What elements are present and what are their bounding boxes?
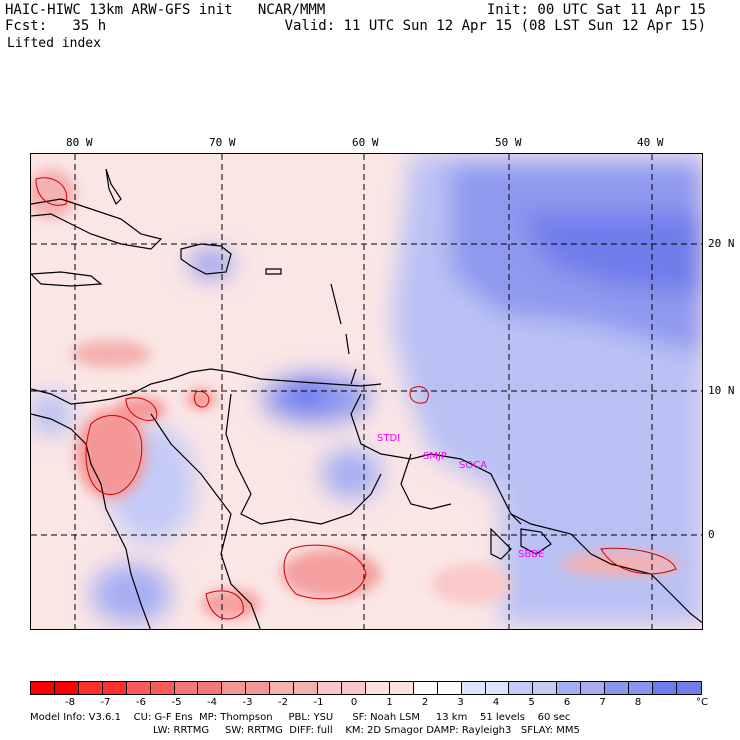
lat-label-10n: 10 N <box>708 384 735 397</box>
colorbar-bin <box>509 682 534 694</box>
forecast-hour: Fcst: 35 h <box>5 18 107 34</box>
colorbar-tick-label: 3 <box>457 697 464 708</box>
init-time: Init: 00 UTC Sat 11 Apr 15 <box>486 2 706 18</box>
colorbar-bin <box>54 682 79 694</box>
colorbar-bin <box>365 682 390 694</box>
colorbar-bin <box>126 682 151 694</box>
colorbar-tick-label: -2 <box>278 697 288 708</box>
colorbar-bin <box>198 682 223 694</box>
colorbar-tick-label: 6 <box>563 697 571 708</box>
lifted-index-map: STDI SMJP SOCA SBBE <box>30 153 703 630</box>
colorbar-tick-label: -6 <box>136 697 146 708</box>
colorbar-bin <box>174 682 199 694</box>
colorbar-bin <box>629 682 653 694</box>
colorbar-tick-label: 7 <box>599 697 606 708</box>
colorbar-bin <box>341 682 366 694</box>
colorbar-bin <box>102 682 127 694</box>
colorbar-bin <box>31 682 55 694</box>
lon-label-70w: 70 W <box>209 136 236 149</box>
colorbar-bin <box>270 682 295 694</box>
stable-shading <box>31 154 702 624</box>
colorbar-bin <box>437 682 462 694</box>
colorbar-tick-label: -7 <box>100 697 111 708</box>
lat-lon-grid <box>31 154 702 629</box>
colorbar-tick-label: 8 <box>634 697 642 708</box>
colorbar <box>30 681 702 695</box>
coastlines <box>31 168 702 629</box>
colorbar-bin <box>389 682 414 694</box>
colorbar-tick-label: -8 <box>65 697 75 708</box>
colorbar-tick-label: 1 <box>386 697 393 708</box>
field-name: Lifted index <box>7 36 101 51</box>
colorbar-bin <box>150 682 175 694</box>
colorbar-tick-label: 0 <box>350 697 358 708</box>
colorbar-unit: °C <box>696 697 708 708</box>
colorbar-bin <box>294 682 319 694</box>
lon-label-40w: 40 W <box>637 136 664 149</box>
lon-label-80w: 80 W <box>66 136 93 149</box>
colorbar-bin <box>413 682 438 694</box>
map-canvas: STDI SMJP SOCA SBBE <box>31 154 702 629</box>
station-soca: SOCA <box>459 460 487 471</box>
colorbar-tick-label: 5 <box>528 697 535 708</box>
model-title: HAIC-HIWC 13km ARW-GFS init NCAR/MMM <box>5 2 326 18</box>
colorbar-bin <box>246 682 271 694</box>
lat-label-20n: 20 N <box>708 237 735 250</box>
station-sbbe: SBBE <box>518 549 544 560</box>
colorbar-bin <box>652 682 677 694</box>
colorbar-bin <box>222 682 247 694</box>
lat-label-0: 0 <box>708 528 715 541</box>
colorbar-tick-label: -3 <box>242 697 253 708</box>
lon-label-60w: 60 W <box>352 136 379 149</box>
footer-physics: LW: RRTMG SW: RRTMG DIFF: full KM: 2D Sm… <box>153 725 580 736</box>
colorbar-tick-label: 4 <box>492 697 500 708</box>
colorbar-tick-label: -5 <box>171 697 182 708</box>
lon-label-50w: 50 W <box>495 136 522 149</box>
station-smjp: SMJP <box>423 451 447 462</box>
colorbar-bin <box>557 682 582 694</box>
colorbar-bin <box>581 682 606 694</box>
colorbar-bin <box>533 682 558 694</box>
colorbar-tick-label: 2 <box>421 697 429 708</box>
colorbar-bin <box>605 682 630 694</box>
valid-time: Valid: 11 UTC Sun 12 Apr 15 (08 LST Sun … <box>284 18 706 34</box>
colorbar-bin <box>461 682 486 694</box>
colorbar-bin <box>78 682 103 694</box>
colorbar-bin <box>485 682 510 694</box>
colorbar-bin <box>318 682 342 694</box>
colorbar-tick-label: -4 <box>207 697 217 708</box>
instability-contours <box>35 177 677 620</box>
unstable-shading <box>31 169 681 619</box>
station-markers: STDI SMJP SOCA SBBE <box>377 433 544 560</box>
footer-model-info: Model Info: V3.6.1 CU: G-F Ens MP: Thomp… <box>30 712 571 723</box>
station-stdi: STDI <box>377 433 400 444</box>
colorbar-bin <box>676 682 701 694</box>
colorbar-tick-label: -1 <box>313 697 324 708</box>
